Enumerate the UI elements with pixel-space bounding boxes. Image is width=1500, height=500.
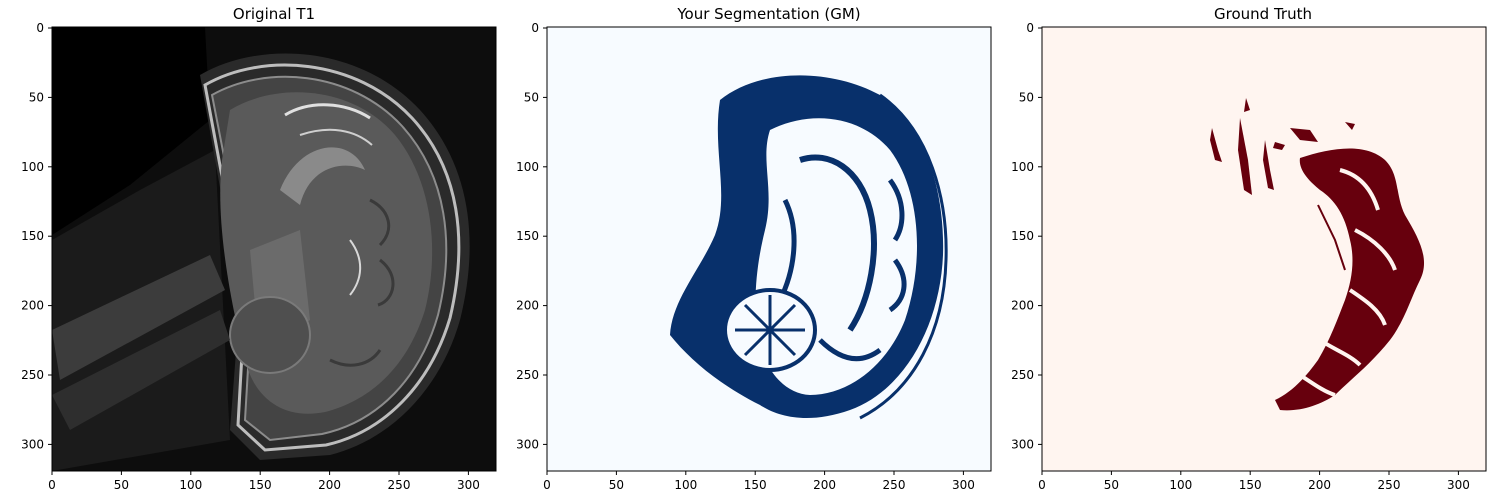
gt-mask-region: [1244, 98, 1250, 112]
vessel: [349, 239, 362, 296]
x-tick-label: 100: [179, 478, 202, 492]
panel-ground-truth: Ground Truth 0 50 100 150 200 25: [1011, 5, 1487, 492]
sulci: [1298, 168, 1397, 397]
gm-outer-ring: [859, 93, 948, 420]
gt-mask-region: [1210, 128, 1222, 162]
cerebellum: [229, 296, 311, 374]
panel-segmentation: Your Segmentation (GM) 0 50 100 150 200: [516, 5, 992, 492]
y-tick-label: 50: [29, 90, 44, 104]
axes-frame: [546, 26, 992, 472]
x-tick-label: 200: [1308, 478, 1331, 492]
x-tick-label: 50: [114, 478, 129, 492]
x-tick-label: 50: [1104, 478, 1119, 492]
x-tick-label: 300: [1447, 478, 1470, 492]
x-tick-label: 250: [388, 478, 411, 492]
ground-truth-image: [1042, 27, 1486, 471]
y-tick-label: 250: [1011, 368, 1034, 382]
y-tick-label: 200: [1011, 299, 1034, 313]
x-tick-label: 100: [674, 478, 697, 492]
y-tick-label: 0: [36, 21, 44, 35]
y-tick-label: 300: [21, 437, 44, 451]
y-tick-label: 200: [21, 299, 44, 313]
gt-streak: [1317, 204, 1346, 271]
neck-tissue: [52, 310, 230, 430]
x-tick-label: 50: [609, 478, 624, 492]
x-tick-label: 200: [813, 478, 836, 492]
skull-ring-outer: [203, 63, 461, 452]
y-tick-label: 200: [516, 299, 539, 313]
panel-title: Ground Truth: [1214, 5, 1312, 23]
panel-title: Original T1: [233, 5, 315, 23]
y-axis: 0 50 100 150 200 250 300: [516, 21, 547, 451]
x-tick-label: 0: [1038, 478, 1046, 492]
corpus-callosum: [280, 147, 365, 205]
x-tick-label: 0: [48, 478, 56, 492]
y-tick-label: 250: [516, 368, 539, 382]
x-axis: 0 50 100 150 200 250 300: [48, 471, 480, 492]
y-tick-label: 100: [21, 160, 44, 174]
x-axis: 0 50 100 150 200 250 300: [543, 471, 975, 492]
x-tick-label: 150: [744, 478, 767, 492]
gt-mask-region: [1263, 140, 1274, 190]
y-tick-label: 150: [516, 229, 539, 243]
y-tick-label: 300: [516, 437, 539, 451]
vessel: [284, 103, 371, 120]
x-tick-label: 300: [457, 478, 480, 492]
gyri: [329, 198, 395, 367]
gt-mask-region: [1345, 122, 1355, 130]
x-tick-label: 150: [249, 478, 272, 492]
gt-mask-region: [1275, 148, 1425, 411]
segmentation-image: [547, 27, 991, 471]
y-tick-label: 0: [531, 21, 539, 35]
gm-fold: [818, 338, 882, 362]
x-tick-label: 0: [543, 478, 551, 492]
y-axis: 0 50 100 150 200 250 300: [1011, 21, 1042, 451]
mri-image: [52, 27, 496, 471]
x-tick-label: 300: [952, 478, 975, 492]
cerebellum-folia: [735, 295, 805, 365]
x-tick-label: 250: [1378, 478, 1401, 492]
y-tick-label: 0: [1026, 21, 1034, 35]
gt-mask-region: [1238, 118, 1252, 195]
y-tick-label: 300: [1011, 437, 1034, 451]
gm-fold: [887, 178, 907, 313]
gt-mask-region: [1273, 142, 1285, 150]
x-axis: 0 50 100 150 200 250 300: [1038, 471, 1470, 492]
y-tick-label: 150: [1011, 229, 1034, 243]
y-tick-label: 100: [516, 160, 539, 174]
y-axis: 0 50 100 150 200 250 300: [21, 21, 52, 451]
y-tick-label: 100: [1011, 160, 1034, 174]
axes-frame: [51, 26, 497, 472]
vessel: [299, 128, 373, 146]
y-tick-label: 250: [21, 368, 44, 382]
panel-title: Your Segmentation (GM): [676, 5, 860, 23]
x-tick-label: 250: [883, 478, 906, 492]
gt-mask-region: [1290, 128, 1318, 142]
panel-original-t1: Original T1: [21, 5, 497, 492]
x-tick-label: 100: [1169, 478, 1192, 492]
neck-tissue: [52, 255, 225, 380]
axes-frame: [1041, 26, 1487, 472]
x-tick-label: 200: [318, 478, 341, 492]
gm-fold: [799, 154, 877, 332]
x-tick-label: 150: [1239, 478, 1262, 492]
y-tick-label: 150: [21, 229, 44, 243]
y-tick-label: 50: [524, 90, 539, 104]
y-tick-label: 50: [1019, 90, 1034, 104]
